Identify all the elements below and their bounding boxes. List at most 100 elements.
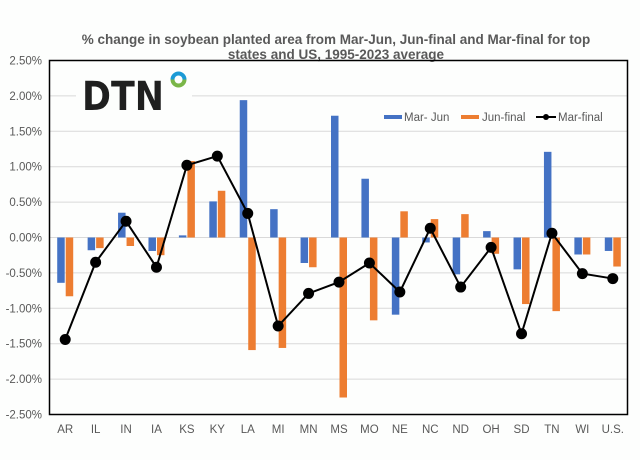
bar-mar-jun-il (87, 237, 96, 251)
bar-jun-final-ky (217, 190, 226, 238)
bar-mar-jun-ks (178, 235, 187, 238)
bar-mar-jun-ne (391, 237, 400, 315)
x-tick-label: U.S. (602, 424, 624, 436)
bar-jun-final-mn (309, 237, 317, 268)
x-tick-label: MS (330, 424, 348, 436)
mar-final-point-mi (272, 320, 284, 332)
bar-jun-final-ks (187, 161, 195, 238)
bar-jun-final-ne (400, 211, 408, 238)
bar-mar-jun-wi (574, 237, 582, 255)
y-axis-ticks: 2.50% 2.00% 1.50% 1.00% 0.50% 0.00% -0.50% -1.0… (6, 56, 42, 422)
y-tick-label: -2.00% (6, 374, 42, 386)
bar-mar-jun-mo (361, 178, 369, 238)
legend-label-mar-final: Mar-final (558, 112, 603, 124)
mar-final-point-mn (303, 287, 315, 299)
y-tick-label: -1.00% (6, 303, 42, 315)
bar-mar-jun-oh (483, 231, 491, 238)
bar-jun-final-tn (552, 237, 560, 312)
legend: Mar- Jun Jun-final Mar-final (384, 112, 603, 124)
logo-ring-icon (170, 71, 187, 88)
bar-mar-jun-us (604, 237, 613, 251)
mar-final-point-wi (576, 268, 588, 280)
mar-final-point-ms (333, 276, 345, 288)
mar-final-polyline (64, 154, 613, 340)
x-tick-label: IL (91, 424, 101, 436)
x-axis-ticks: AR IL IN IA KS KY LA MI MN MS MO NE NC ND OH SD TN WI U.S. (57, 424, 624, 436)
plot-frame (48, 59, 629, 416)
bar-jun-final-sd (522, 237, 530, 305)
x-tick-label: MI (272, 424, 285, 436)
x-tick-label: MO (360, 424, 379, 436)
mar-final-point-oh (485, 241, 497, 253)
bar-jun-final-mi (278, 237, 287, 348)
y-tick-label: 0.50% (9, 197, 42, 209)
bar-jun-final-ms (339, 237, 347, 398)
gridlines (50, 95, 628, 380)
y-tick-label: -2.50% (6, 410, 42, 422)
mar-final-point-mo (363, 257, 375, 269)
legend-label-jun-final: Jun-final (482, 112, 525, 124)
x-tick-label: IA (151, 424, 162, 436)
mar-final-point-ia (150, 261, 162, 273)
y-tick-label: -0.50% (6, 268, 42, 280)
mar-final-point-ne (394, 286, 406, 298)
y-tick-label: 2.00% (9, 91, 42, 103)
mar-final-point-sd (516, 328, 528, 340)
bar-mar-jun-tn (543, 151, 552, 238)
y-tick-label: 1.00% (9, 162, 42, 174)
mar-final-point-tn (546, 227, 558, 239)
mar-final-point-il (90, 256, 102, 268)
mar-final-point-nd (455, 281, 467, 293)
x-tick-label: TN (544, 424, 559, 436)
bar-jun-final-us (613, 237, 621, 267)
bar-mar-jun-ar (57, 237, 65, 283)
bar-jun-final-mo (369, 237, 378, 321)
legend-label-mar-jun: Mar- Jun (404, 112, 449, 124)
mar-final-point-ky (211, 150, 223, 162)
chart-title-line-2: states and US, 1995-2023 average (228, 47, 445, 62)
bar-jun-final-ar (65, 237, 74, 297)
bar-jun-final-il (96, 237, 104, 249)
bar-jun-final-in (126, 237, 135, 246)
x-tick-label: AR (57, 424, 73, 436)
x-tick-label: LA (241, 424, 255, 436)
mar-final-point-ks (181, 159, 193, 171)
x-tick-label: OH (482, 424, 499, 436)
x-tick-label: KS (179, 424, 195, 436)
logo-text: DTN (82, 74, 164, 120)
x-tick-label: KY (210, 424, 226, 436)
x-tick-label: ND (452, 424, 469, 436)
mar-final-point-in (120, 215, 132, 227)
bar-mar-jun-ia (148, 237, 156, 251)
bar-jun-final-la (248, 237, 256, 351)
mar-final-point-us (607, 273, 619, 285)
bar-mar-jun-nd (452, 237, 461, 275)
legend-swatch-jun-final (461, 115, 479, 119)
bar-mar-jun-ky (209, 201, 217, 238)
bar-mar-jun-sd (513, 237, 522, 270)
x-tick-label: MN (300, 424, 318, 436)
bar-mar-jun-mi (270, 209, 278, 238)
bar-mar-jun-mn (300, 237, 309, 263)
bar-jun-final-nd (461, 214, 469, 238)
y-tick-label: 0.00% (9, 233, 42, 245)
x-tick-label: NE (392, 424, 408, 436)
legend-marker-mar-final (543, 114, 549, 120)
x-tick-label: WI (575, 424, 589, 436)
mar-final-point-la (242, 207, 254, 219)
y-tick-label: 2.50% (9, 56, 42, 68)
bar-mar-jun-ms (331, 115, 339, 238)
y-tick-label: -1.50% (6, 339, 42, 351)
bars (57, 100, 621, 398)
bar-jun-final-ia (156, 237, 165, 256)
bar-jun-final-wi (582, 237, 591, 255)
chart-title-line-1: % change in soybean planted area from Ma… (82, 32, 591, 47)
dtn-logo: DTN (76, 70, 192, 120)
bar-mar-jun-in (118, 212, 126, 238)
mar-final-point-ar (59, 333, 71, 345)
x-tick-label: NC (422, 424, 439, 436)
bar-mar-jun-la (239, 100, 248, 238)
bar-mar-jun-nc (422, 237, 430, 243)
mar-final-line (59, 150, 619, 345)
legend-swatch-mar-jun (384, 115, 402, 119)
